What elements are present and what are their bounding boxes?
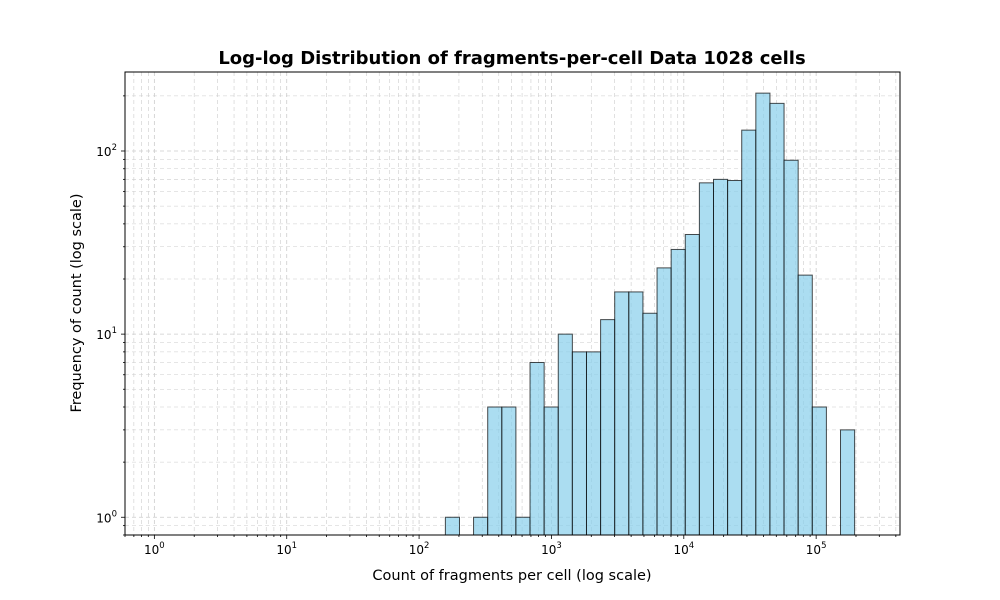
y-axis-ticks: 100 101 102 <box>96 95 125 536</box>
histogram-bar <box>712 178 729 536</box>
x-tick-label: 101 <box>276 541 297 557</box>
histogram-bar <box>444 516 460 536</box>
histogram-bar <box>487 406 503 536</box>
histogram-bar <box>755 92 771 536</box>
histogram-bar <box>642 312 658 536</box>
histogram-bar <box>571 351 587 536</box>
histogram-bar <box>656 267 672 536</box>
histogram-bar <box>557 333 573 536</box>
histogram-bar <box>811 406 827 536</box>
y-tick-label: 102 <box>96 143 117 159</box>
histogram-bar <box>600 319 616 536</box>
histogram-bar <box>501 406 517 536</box>
x-tick-label: 104 <box>673 541 694 557</box>
plot-frame <box>124 71 901 536</box>
x-axis-ticks: 100 101 102 103 104 105 <box>124 535 897 557</box>
x-tick-label: 102 <box>409 541 430 557</box>
histogram-bar <box>515 516 531 536</box>
x-axis-label: Count of fragments per cell (log scale) <box>372 568 651 584</box>
histogram-bar <box>741 129 757 536</box>
y-axis-label: Frequency of count (log scale) <box>69 193 85 412</box>
histogram-bar <box>614 291 630 536</box>
histogram-bar <box>727 180 743 536</box>
y-tick-label: 101 <box>96 326 117 342</box>
x-tick-label: 100 <box>144 541 165 557</box>
histogram-bar <box>769 102 785 536</box>
histogram-bar <box>529 361 545 536</box>
histogram-bar <box>543 406 559 536</box>
histogram-bar <box>698 182 714 536</box>
histogram-bar <box>840 429 856 536</box>
histogram-bar <box>473 516 489 536</box>
histogram-bar <box>783 159 799 536</box>
histogram-bar <box>670 248 686 536</box>
histogram-bar <box>585 351 602 536</box>
chart-title: Log-log Distribution of fragments-per-ce… <box>218 48 805 69</box>
histogram-bar <box>628 291 644 536</box>
x-tick-label: 103 <box>541 541 562 557</box>
y-tick-label: 100 <box>96 509 117 525</box>
x-tick-label: 105 <box>806 541 827 557</box>
histogram-bar <box>684 233 700 536</box>
histogram-bar <box>797 274 813 536</box>
